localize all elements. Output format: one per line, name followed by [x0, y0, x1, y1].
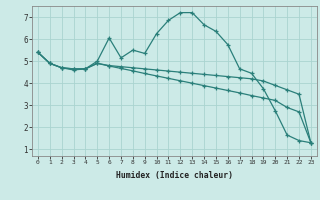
X-axis label: Humidex (Indice chaleur): Humidex (Indice chaleur)	[116, 171, 233, 180]
